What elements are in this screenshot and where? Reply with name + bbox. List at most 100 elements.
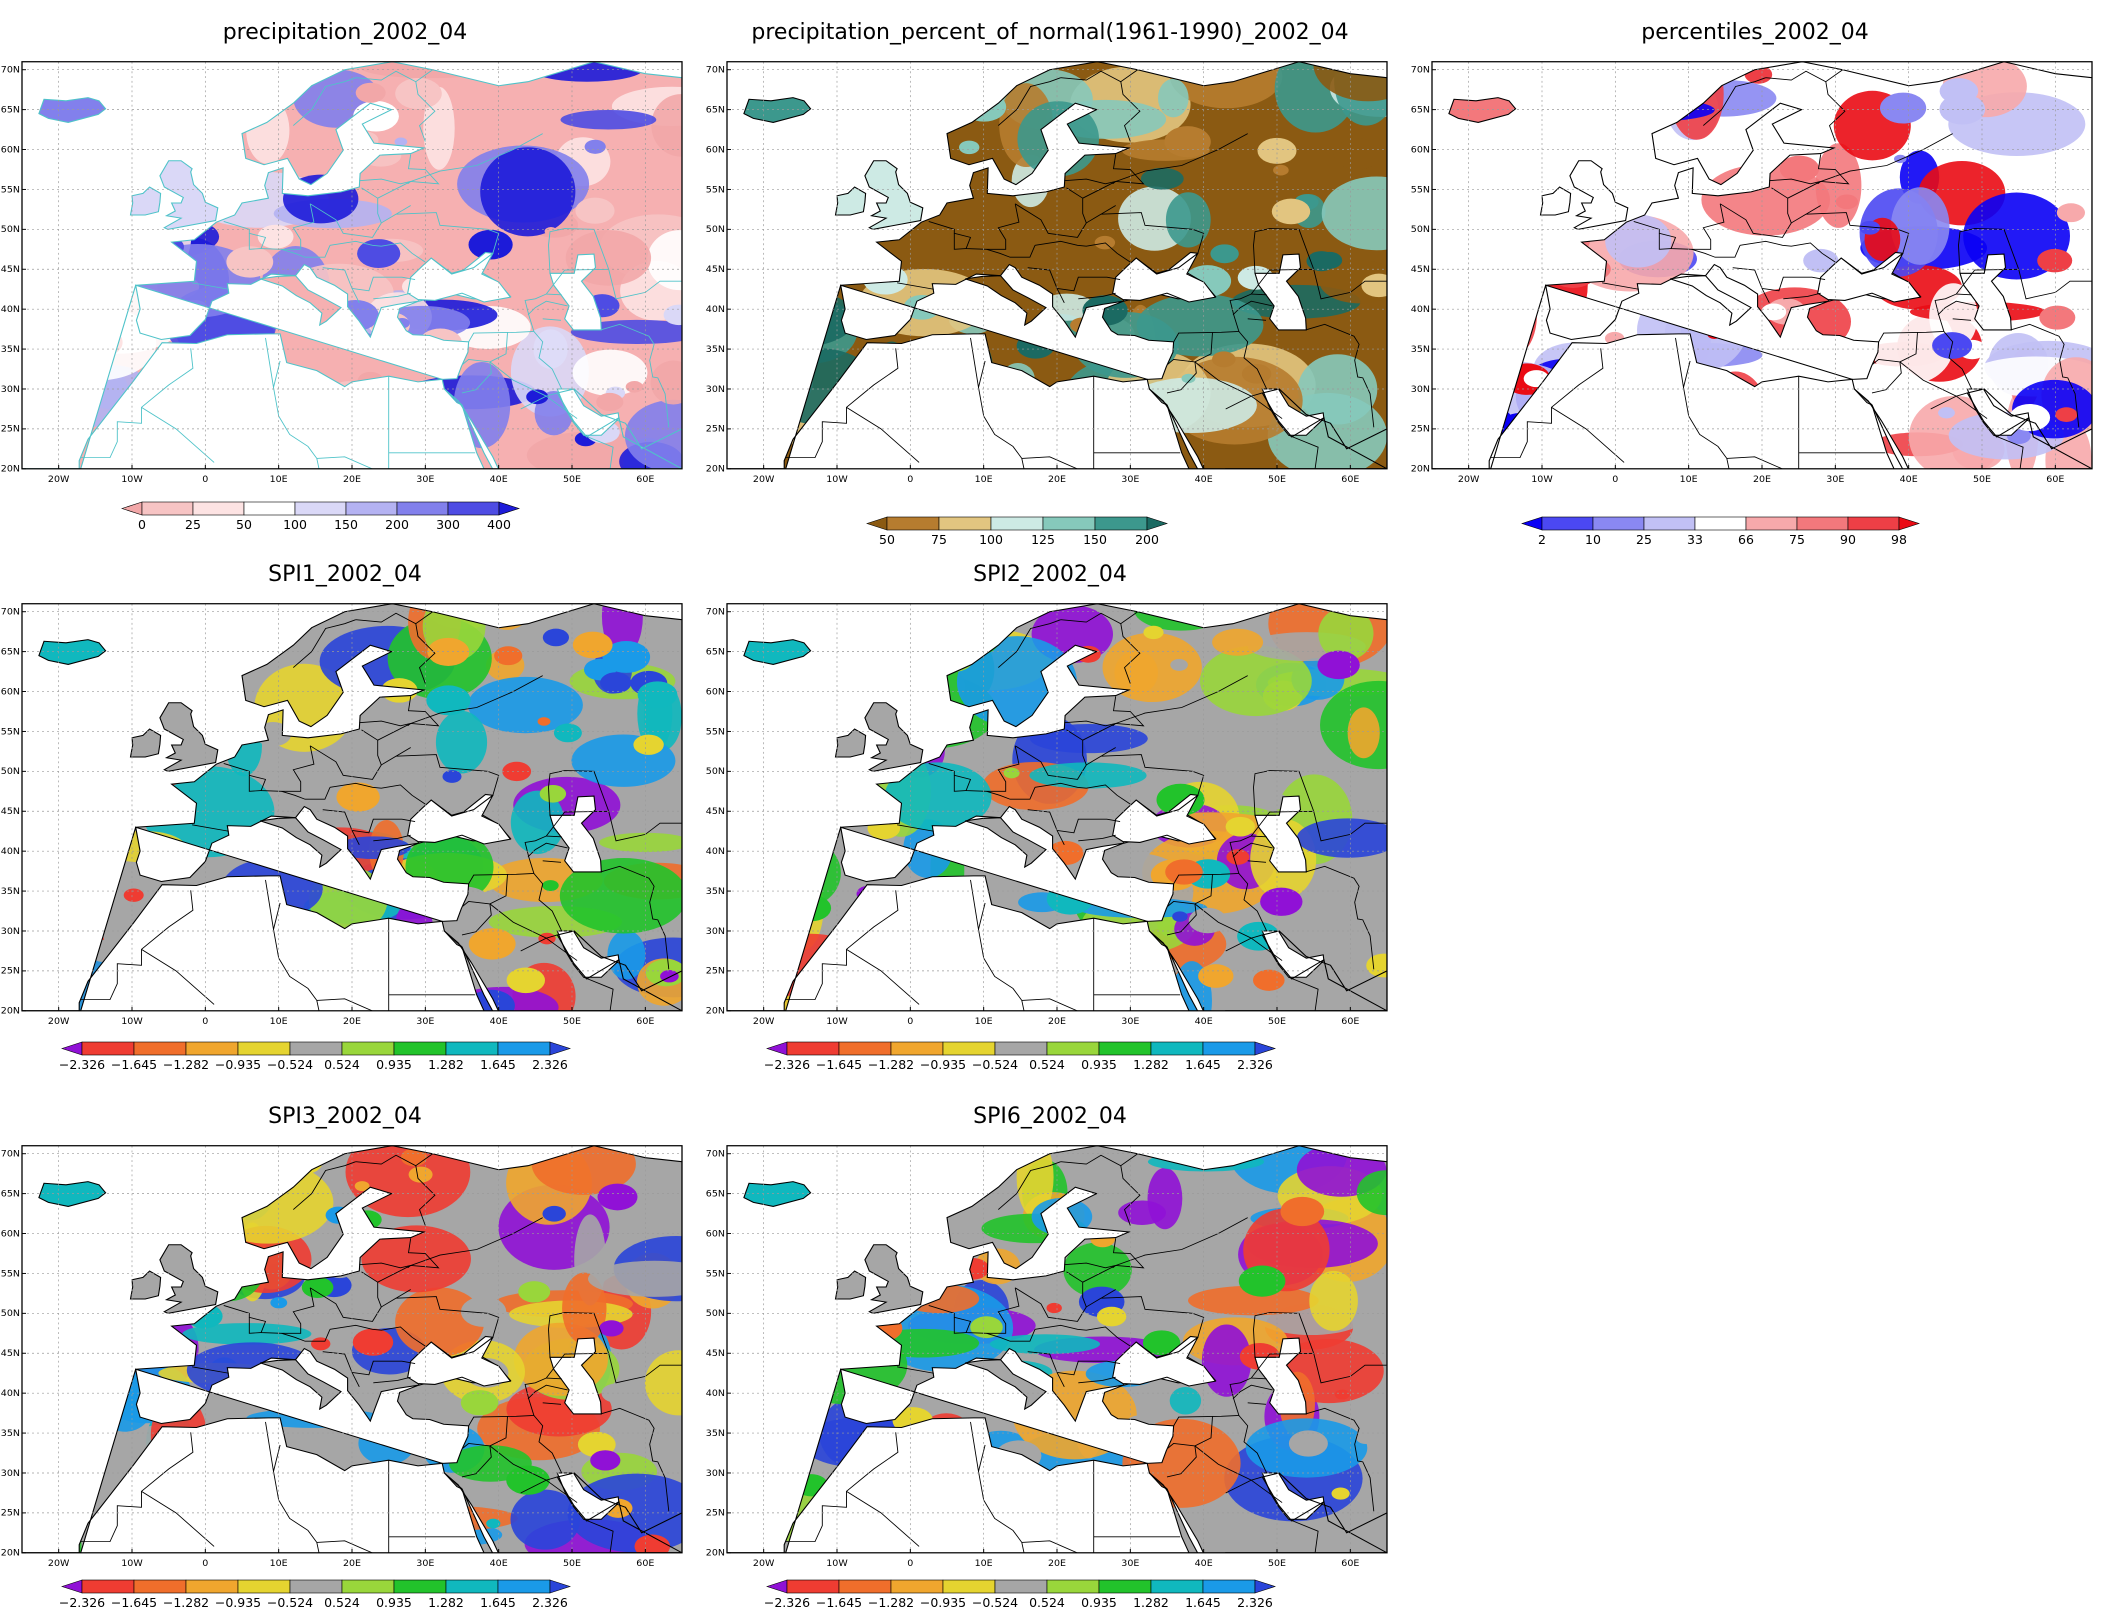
- country-border: [1878, 293, 1972, 343]
- country-border: [1086, 205, 1205, 254]
- y-tick-label: 70N: [1, 1149, 20, 1160]
- country-border: [322, 267, 360, 304]
- y-tick-label: 35N: [1, 1428, 20, 1439]
- coastline: [834, 1270, 867, 1300]
- country-border: [1112, 1217, 1248, 1269]
- colorbar-swatch: [890, 1579, 944, 1594]
- field-blob: [949, 220, 997, 252]
- colorbar-swatch: [1098, 1579, 1152, 1594]
- country-border: [1027, 1351, 1065, 1388]
- coastline: [129, 186, 162, 216]
- country-border: [997, 1161, 1061, 1210]
- country-border: [1602, 282, 1639, 290]
- country-border: [1173, 835, 1267, 885]
- colorbar-label: 150: [334, 517, 358, 532]
- y-tick-label: 45N: [1, 264, 20, 275]
- y-tick-label: 30N: [706, 1468, 725, 1479]
- colorbar-swatch: [1150, 1041, 1204, 1056]
- country-border: [292, 1161, 356, 1210]
- y-tick-label: 65N: [1, 647, 20, 658]
- country-border: [80, 1432, 194, 1543]
- country-border: [1551, 406, 1625, 463]
- field-blob: [633, 734, 664, 755]
- country-border: [1034, 240, 1131, 263]
- field-blob: [1225, 816, 1255, 837]
- field-blob: [1063, 1242, 1132, 1298]
- country-border: [351, 276, 416, 292]
- country-border: [1937, 300, 1978, 316]
- x-tick-label: 10W: [826, 474, 847, 485]
- country-border: [355, 612, 417, 625]
- country-border: [1112, 133, 1248, 185]
- colorbar-right-arrow: [1898, 516, 1920, 531]
- colorbar-swatch: [1847, 516, 1900, 531]
- field-blob: [1938, 407, 1955, 419]
- colorbar-svg: −2.326 −1.645 −1.282 −0.935 −0.524 0.524 0.935…: [765, 1579, 1276, 1610]
- colorbar-swatch: [393, 1041, 447, 1056]
- country-border: [1232, 1384, 1273, 1400]
- country-border: [1056, 1360, 1121, 1376]
- colorbar-label: −1.645: [111, 1057, 157, 1072]
- y-tick-label: 30N: [706, 384, 725, 395]
- x-tick-label: 20E: [343, 1558, 361, 1569]
- field-blob: [562, 1272, 607, 1345]
- country-border: [381, 747, 500, 796]
- country-border: [520, 395, 547, 410]
- caspian-sea: [549, 1337, 602, 1415]
- field-blob: [518, 1281, 551, 1303]
- country-border: [322, 1351, 360, 1388]
- country-border: [1787, 154, 1850, 199]
- colorbar-swatch: [289, 1041, 343, 1056]
- field-blob: [270, 1297, 288, 1309]
- colorbar-swatch: [133, 1579, 187, 1594]
- country-border: [846, 1490, 920, 1547]
- field-blob: [624, 399, 682, 469]
- country-border: [141, 948, 215, 1005]
- country-border: [273, 902, 281, 930]
- field-blob: [526, 389, 549, 405]
- field-blob: [1273, 164, 1289, 176]
- country-border: [1305, 1407, 1375, 1512]
- colorbar-percent-of-normal: 50 75 100 125 150 200: [865, 515, 1169, 549]
- panel-percent-of-normal: precipitation_percent_of_normal(1961-199…: [705, 20, 1395, 547]
- x-tick-label: 10E: [270, 474, 288, 485]
- ireland: [835, 187, 866, 216]
- y-tick-label: 35N: [706, 344, 725, 355]
- y-tick-label: 35N: [706, 886, 725, 897]
- y-tick-label: 55N: [1, 726, 20, 737]
- country-border: [548, 1312, 610, 1358]
- colorbar-label: 0.935: [376, 1057, 412, 1072]
- coastline: [159, 1244, 219, 1314]
- x-tick-label: 40E: [490, 1016, 508, 1027]
- country-border: [141, 1490, 215, 1547]
- country-border: [316, 456, 374, 469]
- colorbar-label: 1.282: [1133, 1057, 1169, 1072]
- country-border: [997, 619, 1061, 668]
- y-tick-label: 50N: [1, 1308, 20, 1319]
- country-border: [542, 318, 562, 321]
- colorbar-swatch: [1592, 516, 1645, 531]
- country-border: [359, 178, 411, 185]
- colorbar-swatch: [185, 1041, 239, 1056]
- caspian-sea: [549, 795, 602, 873]
- x-tick-label: 10E: [975, 1016, 993, 1027]
- y-tick-label: 25N: [1, 424, 20, 435]
- country-border: [468, 293, 562, 343]
- y-tick-label: 45N: [1, 806, 20, 817]
- country-border: [355, 70, 417, 83]
- x-tick-label: 40E: [1900, 474, 1918, 485]
- field-blob: [1210, 244, 1239, 264]
- panel-spi1: SPI1_2002_04 70N 65N 60N 55N 50N 45N 40N 35N 30N…: [0, 562, 690, 1082]
- x-tick-label: 10E: [975, 1558, 993, 1569]
- field-blob: [1317, 251, 1343, 269]
- y-tick-label: 30N: [706, 926, 725, 937]
- field-blob: [1880, 92, 1927, 124]
- country-border: [928, 745, 1020, 792]
- map-svg: 70N 65N 60N 55N 50N 45N 40N 35N 30N 25N 20N 20W 10W 0…: [1, 61, 683, 485]
- colorbar-left-arrow: [61, 1041, 83, 1056]
- colorbar-swatch: [393, 1579, 447, 1594]
- colorbar-label: −1.645: [816, 1057, 862, 1072]
- country-border: [1719, 187, 1792, 238]
- field-blob: [354, 1181, 370, 1192]
- ireland: [130, 729, 161, 758]
